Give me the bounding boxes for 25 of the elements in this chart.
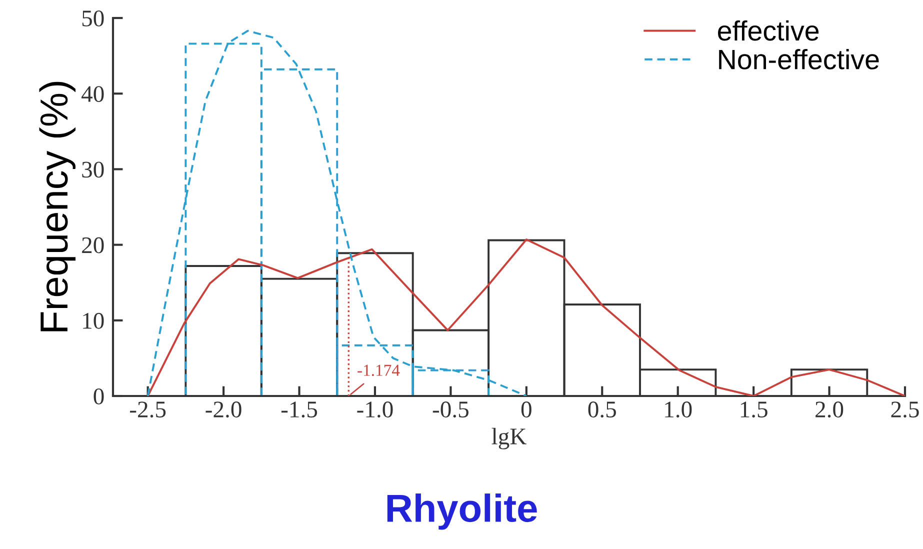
x-tick-label: 1.5 (740, 402, 768, 418)
line-series (146, 30, 528, 396)
x-tick-label: 0.5 (588, 402, 616, 418)
x-tick-label: 0 (521, 402, 532, 418)
ref-line-label: -1.174 (358, 364, 400, 376)
y-tick-label: 40 (82, 86, 104, 102)
x-tick-label: 1.0 (665, 402, 692, 418)
text: Rhyolite (387, 494, 537, 530)
x-tick-label: 2.5 (891, 402, 919, 418)
x-tick-label: -1.5 (281, 402, 318, 418)
line-series (146, 238, 905, 396)
y-tick-label: 50 (82, 10, 104, 26)
x-tick-label: -2.0 (206, 402, 242, 418)
x-tick-label: -0.5 (432, 402, 468, 418)
legend-label: Non-effective (719, 48, 879, 70)
y-axis-title: Frequency (%) (39, 82, 76, 332)
y-tick-label: 0 (94, 388, 104, 404)
y-tick-label: 20 (82, 237, 104, 254)
x-axis-title: lgK (492, 428, 526, 450)
x-tick-label: -2.5 (130, 402, 166, 418)
y-tick-label: 30 (82, 162, 104, 178)
y-tick-label: 10 (83, 312, 104, 329)
legend-label: effective (718, 20, 819, 41)
x-tick-label: 2.0 (816, 402, 844, 418)
x-tick-label: -1.0 (357, 402, 393, 418)
